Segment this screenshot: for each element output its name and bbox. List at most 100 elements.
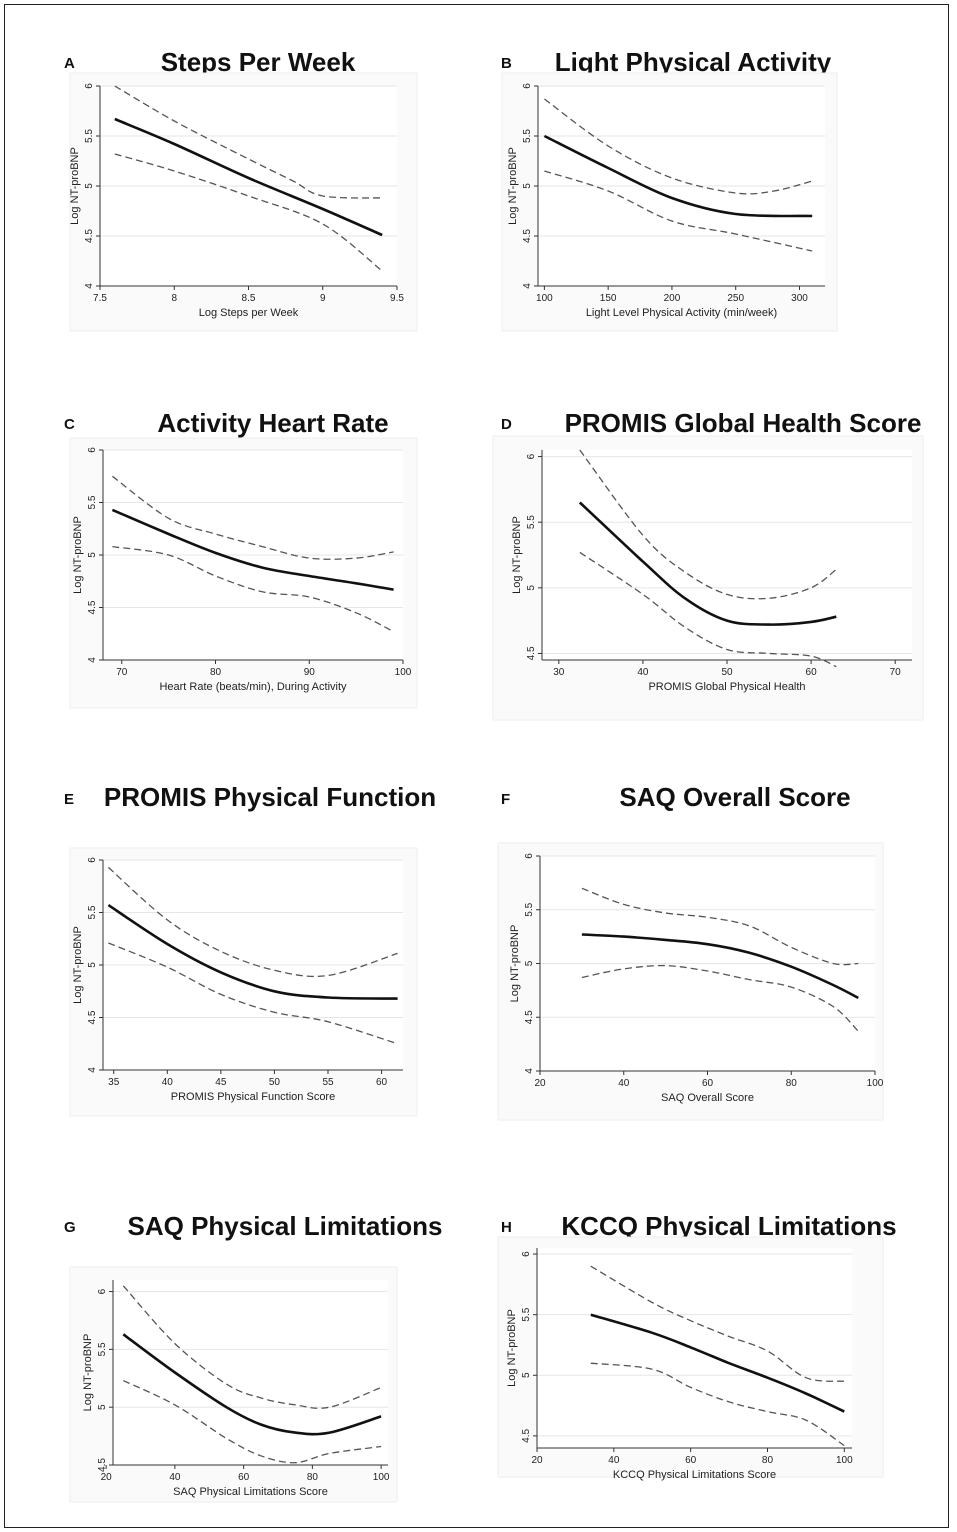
lower-ci-line	[581, 964, 859, 1032]
x-tick-label: 20	[531, 1455, 543, 1466]
upper-ci-line	[581, 887, 858, 965]
x-axis-label: KCCQ Physical Limitations Score	[612, 1469, 775, 1481]
y-tick-label: 4	[522, 282, 533, 288]
chart-title: KCCQ Physical Limitations	[561, 1210, 896, 1240]
x-tick-label: 60	[238, 1472, 250, 1483]
x-axis-label: SAQ Physical Limitations Score	[173, 1486, 328, 1498]
fitted-line	[543, 134, 812, 217]
upper-ci-line	[122, 1284, 381, 1409]
plot-area	[541, 449, 912, 660]
y-tick-label: 5	[522, 182, 533, 188]
x-tick-label: 20	[534, 1078, 546, 1089]
fitted-line	[113, 117, 383, 236]
panel-letter: F	[501, 790, 510, 807]
x-tick-label: 40	[161, 1077, 173, 1088]
chart-title: PROMIS Physical Function	[103, 781, 435, 811]
x-tick-label: 300	[791, 293, 808, 304]
x-tick-label: 55	[322, 1077, 334, 1088]
x-tick-label: 35	[108, 1077, 120, 1088]
upper-ci-line	[113, 84, 382, 199]
y-axis-label: Log NT-proBNP	[509, 924, 521, 1002]
upper-ci-line	[578, 449, 837, 599]
y-tick-label: 4.5	[521, 1428, 532, 1442]
y-axis-label: Log NT-proBNP	[72, 926, 84, 1004]
fitted-line	[122, 1332, 381, 1435]
lower-ci-line	[578, 551, 837, 667]
x-tick-label: 60	[685, 1455, 697, 1466]
y-tick-label: 6	[526, 453, 537, 459]
y-axis-label: Log NT-proBNP	[507, 147, 519, 225]
x-tick-label: 40	[618, 1078, 630, 1089]
y-tick-label: 5.5	[87, 495, 98, 509]
x-tick-label: 80	[306, 1472, 318, 1483]
x-tick-label: 100	[372, 1472, 389, 1483]
y-tick-label: 5	[87, 551, 98, 557]
x-axis-label: PROMIS Global Physical Health	[648, 681, 805, 693]
panel-letter: A	[64, 54, 75, 71]
x-tick-label: 20	[100, 1472, 112, 1483]
fitted-line	[111, 508, 394, 591]
y-axis-label: Log NT-proBNP	[69, 147, 81, 225]
lower-ci-line	[114, 152, 383, 272]
chart-title: PROMIS Global Health Score	[564, 407, 921, 437]
x-tick-label: 150	[599, 293, 616, 304]
x-tick-label: 80	[209, 667, 221, 678]
x-tick-label: 70	[889, 667, 901, 678]
panel-letter: H	[501, 1218, 512, 1235]
x-tick-label: 7.5	[93, 293, 107, 304]
x-tick-label: 50	[721, 667, 733, 678]
x-tick-label: 9.5	[390, 293, 404, 304]
chart-title: Steps Per Week	[160, 46, 355, 76]
x-tick-label: 40	[637, 667, 649, 678]
figure-frame: A Steps Per Week 4 4.5 5 5.5 6 7.5 8 8.5 9 9.5 Log S…	[4, 4, 949, 1528]
y-axis-label: Log NT-proBNP	[82, 1333, 94, 1411]
y-tick-label: 5	[87, 961, 98, 967]
x-tick-label: 100	[536, 293, 553, 304]
upper-ci-line	[543, 97, 812, 195]
x-tick-label: 200	[663, 293, 680, 304]
y-tick-label: 6	[522, 82, 533, 88]
y-tick-label: 5	[97, 1403, 108, 1409]
y-tick-label: 4.5	[87, 1010, 98, 1024]
y-tick-label: 5.5	[522, 128, 533, 142]
x-tick-label: 90	[303, 667, 315, 678]
y-tick-label: 4	[524, 1067, 535, 1073]
y-axis-label: Log NT-proBNP	[506, 1309, 518, 1387]
y-axis-label: Log NT-proBNP	[511, 516, 523, 594]
x-tick-label: 60	[701, 1078, 713, 1089]
y-tick-label: 4	[84, 282, 95, 288]
lower-ci-line	[107, 941, 398, 1044]
y-tick-label: 5.5	[84, 128, 95, 142]
x-tick-label: 80	[761, 1455, 773, 1466]
y-tick-label: 5.5	[97, 1341, 108, 1355]
chart-title: SAQ Overall Score	[619, 781, 850, 811]
y-tick-label: 5.5	[526, 514, 537, 528]
y-tick-label: 4	[87, 656, 98, 662]
y-tick-label: 6	[87, 446, 98, 452]
x-tick-label: 70	[116, 667, 128, 678]
y-tick-label: 4.5	[84, 228, 95, 242]
x-tick-label: 60	[805, 667, 817, 678]
fitted-line	[581, 932, 859, 999]
upper-ci-line	[107, 866, 398, 977]
lower-ci-line	[111, 545, 394, 632]
x-tick-label: 100	[394, 667, 411, 678]
y-tick-label: 4.5	[522, 228, 533, 242]
y-tick-label: 4.5	[97, 1457, 108, 1471]
x-tick-label: 50	[268, 1077, 280, 1088]
x-tick-label: 80	[785, 1078, 797, 1089]
y-tick-label: 6	[97, 1288, 108, 1294]
y-tick-label: 6	[84, 82, 95, 88]
upper-ci-line	[589, 1265, 844, 1382]
fitted-line	[578, 501, 837, 626]
lower-ci-line	[122, 1379, 381, 1463]
x-axis-label: Light Level Physical Activity (min/week)	[585, 307, 776, 319]
x-tick-label: 40	[608, 1455, 620, 1466]
